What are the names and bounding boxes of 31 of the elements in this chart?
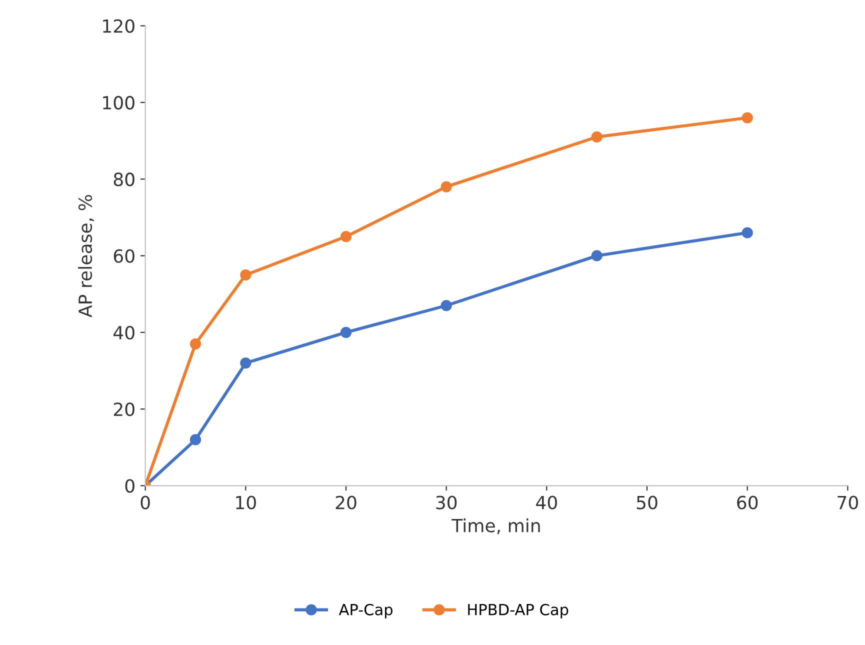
point: [440, 300, 452, 312]
point: [742, 112, 753, 124]
point: [440, 181, 452, 192]
point: [742, 227, 753, 238]
x-tick-label: 0: [140, 496, 150, 510]
x-tick-label: 20: [336, 496, 356, 510]
point: [190, 338, 202, 350]
legend-label: HPBD-AP Cap: [468, 604, 568, 618]
x-tick-label: 50: [636, 496, 658, 510]
y-tick-label: 120: [103, 19, 134, 33]
point: [591, 131, 602, 142]
point: [340, 326, 352, 338]
x-axis-title: Time, min: [452, 518, 540, 534]
point: [240, 357, 252, 369]
x-tick-label: 40: [536, 496, 557, 510]
x-tick-label: 60: [737, 496, 758, 510]
x-tick-label: 30: [436, 496, 457, 510]
y-tick-label: 100: [103, 96, 134, 110]
y-tick-label: 60: [114, 249, 134, 263]
y-tick-label: 20: [114, 402, 134, 416]
y-tick-label: 40: [114, 326, 134, 340]
y-tick-label: 80: [114, 172, 134, 186]
point: [591, 250, 602, 262]
point: [240, 269, 252, 280]
point: [190, 434, 202, 446]
x-tick-label: 10: [236, 496, 256, 510]
y-tick-label: 0: [125, 479, 134, 493]
point: [340, 231, 352, 242]
x-tick-label: 70: [838, 496, 858, 510]
legend-label: AP-Cap: [338, 604, 392, 618]
y-axis-title: AP release, %: [78, 195, 94, 318]
